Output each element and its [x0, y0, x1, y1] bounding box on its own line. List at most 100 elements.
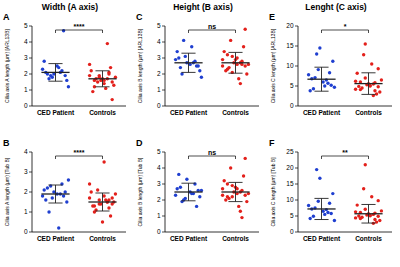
data-point: [231, 184, 234, 187]
sd-cap: [228, 201, 242, 202]
data-point: [326, 82, 329, 85]
y-tick-label: 0: [290, 102, 294, 109]
sd-cap: [361, 223, 375, 224]
data-point: [109, 214, 112, 217]
data-point: [177, 56, 180, 59]
y-tick: [295, 168, 298, 169]
y-tick: [295, 26, 298, 27]
mean-bar: [41, 193, 69, 194]
data-point: [88, 74, 91, 77]
mean-bar: [354, 213, 382, 214]
y-tick-label: 0: [290, 228, 294, 235]
data-point: [91, 204, 94, 207]
sd-cap: [181, 183, 195, 184]
data-point: [42, 60, 45, 63]
mean-bar: [88, 201, 116, 202]
significance-label: ns: [208, 23, 216, 30]
y-tick: [29, 172, 32, 173]
data-point: [360, 216, 363, 219]
data-point: [47, 210, 50, 213]
y-tick-label: 20: [286, 22, 294, 29]
y-tick-label: 1: [24, 86, 28, 93]
y-tick: [295, 86, 298, 87]
chart-svg: Width (A axis)ACilia axis A length (µm) …: [0, 0, 400, 267]
y-tick-label: 15: [286, 180, 294, 187]
data-point: [307, 204, 310, 207]
panel: Lenght (C axis)ECilia axis C length (µm)…: [269, 2, 392, 116]
data-point: [200, 76, 203, 79]
y-tick: [29, 212, 32, 213]
significance-bracket: [322, 30, 369, 33]
y-tick: [29, 152, 32, 153]
sd-cap: [228, 182, 242, 183]
figure: Width (A axis)ACilia axis A length (µm) …: [0, 0, 400, 267]
y-tick: [295, 184, 298, 185]
data-point: [62, 194, 65, 197]
y-axis-label: Cilia axis A length (µm) [Tub B]: [4, 157, 10, 226]
data-point: [380, 209, 383, 212]
y-tick: [295, 232, 298, 233]
data-point: [106, 42, 109, 45]
data-point: [179, 66, 182, 69]
data-point: [360, 86, 363, 89]
panel-label: A: [3, 12, 10, 22]
data-point: [380, 78, 383, 81]
data-point: [175, 50, 178, 53]
data-point: [227, 197, 230, 200]
y-axis-label: Cilia axis B length (µm) [Tub B]: [137, 157, 143, 226]
data-point: [227, 66, 230, 69]
y-tick-label: 4: [24, 148, 28, 155]
data-point: [323, 84, 326, 87]
data-point: [46, 186, 49, 189]
data-point: [114, 192, 117, 195]
panel: DCilia axis B length (µm) [Tub B]012345C…: [136, 138, 259, 242]
y-tick: [295, 66, 298, 67]
data-point: [308, 217, 311, 220]
mean-bar: [307, 79, 335, 80]
panel-label: B: [3, 138, 10, 148]
data-point: [67, 85, 70, 88]
data-point: [357, 214, 360, 217]
y-tick: [162, 26, 165, 27]
mean-bar: [221, 191, 249, 192]
data-point: [109, 66, 112, 69]
significance-label: ****: [74, 23, 85, 30]
data-point: [195, 205, 198, 208]
sd-cap: [181, 72, 195, 73]
y-tick-label: 2: [157, 70, 161, 77]
data-point: [373, 89, 376, 92]
data-point: [110, 196, 113, 199]
sd-cap: [181, 53, 195, 54]
y-tick-label: 5: [157, 22, 161, 29]
y-tick-label: 3: [24, 54, 28, 61]
significance-label: ns: [208, 149, 216, 156]
data-point: [222, 179, 225, 182]
y-tick: [162, 90, 165, 91]
data-point: [110, 98, 113, 101]
y-tick: [295, 106, 298, 107]
data-point: [357, 85, 360, 88]
y-tick: [29, 74, 32, 75]
y-tick-label: 5: [290, 82, 294, 89]
data-point: [373, 218, 376, 221]
data-point: [63, 74, 66, 77]
data-point: [195, 64, 198, 67]
y-tick-label: 1: [157, 212, 161, 219]
data-point: [328, 202, 331, 205]
y-tick: [162, 58, 165, 59]
sd-cap: [48, 81, 62, 82]
data-point: [231, 195, 234, 198]
data-point: [307, 73, 310, 76]
sd-cap: [314, 67, 328, 68]
y-tick: [295, 200, 298, 201]
y-axis-label: Cilia axis A length (µm) [ARL13B]: [4, 29, 10, 103]
data-point: [376, 215, 379, 218]
sd-cap: [361, 204, 375, 205]
data-point: [364, 208, 367, 211]
y-tick-label: 3: [24, 168, 28, 175]
data-point: [41, 68, 44, 71]
data-point: [185, 178, 188, 181]
y-tick-label: 3: [157, 180, 161, 187]
data-point: [179, 186, 182, 189]
y-tick: [162, 184, 165, 185]
